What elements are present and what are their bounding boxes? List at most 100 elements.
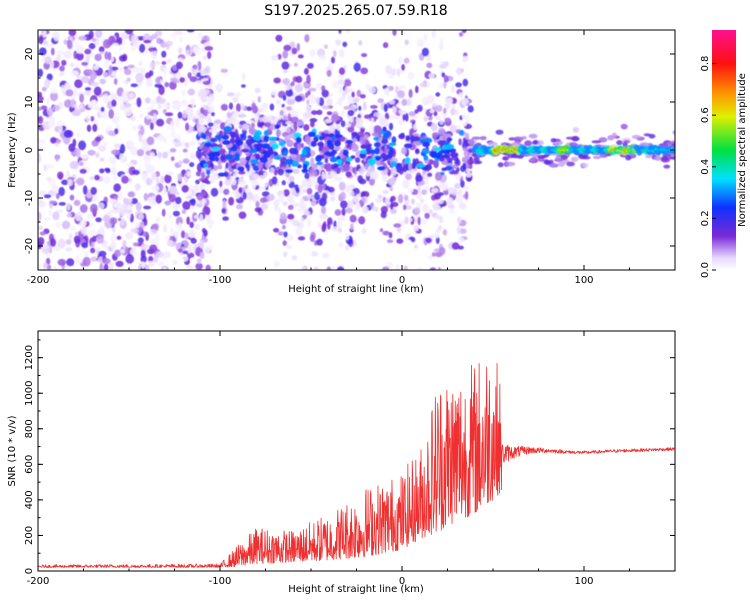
spectrogram-cell (321, 89, 329, 98)
spectrogram-cell (83, 251, 90, 257)
spectrogram-cell (435, 116, 441, 121)
spectrogram-cell (362, 101, 367, 111)
spectrogram-cell (421, 47, 429, 57)
spectrogram-cell (391, 136, 397, 144)
spectrogram-cell (386, 262, 394, 269)
spectrogram-cell (211, 112, 215, 117)
spectrogram-cell (68, 30, 77, 37)
spectrogram-cell (126, 77, 131, 82)
spectrogram-cell (189, 98, 195, 104)
spectrogram-cell (382, 266, 390, 270)
spectrogram-cell (154, 83, 163, 88)
spectrogram-cell (245, 188, 252, 197)
spectrogram-cell (130, 83, 139, 88)
spectrogram-cell (437, 266, 441, 270)
spectrogram-cell (390, 161, 397, 167)
spectrogram-cell (235, 103, 241, 113)
spectrogram-cell (166, 239, 174, 246)
x-tick-label: -200 (27, 576, 50, 587)
spectrogram-cell (241, 72, 246, 81)
spectrogram-cell (95, 136, 102, 142)
spectrogram-cell (291, 110, 299, 119)
spectrogram-cell (548, 163, 559, 168)
spectrogram-cell (120, 249, 125, 254)
spectrogram-cell (41, 139, 46, 144)
spectrogram-cell (439, 42, 444, 51)
spectrogram-cell (417, 191, 422, 200)
spectrogram-cell (275, 129, 282, 137)
spectrogram-cell (155, 234, 160, 243)
spectrogram-cell (135, 202, 142, 212)
spectrogram-marks (38, 30, 675, 270)
spectrogram-cell (409, 128, 413, 137)
spectrogram-cell (334, 209, 342, 216)
spectrogram-cell (458, 237, 465, 243)
spectrogram-cell (254, 130, 262, 137)
spectrogram-cell (180, 140, 187, 147)
spectrogram-cell (237, 166, 245, 172)
spectrogram-cell (440, 171, 445, 176)
spectrogram-cell (99, 168, 105, 174)
spectrogram-cell (39, 231, 46, 236)
spectrogram-cell (149, 244, 158, 253)
spectrogram-cell (94, 246, 102, 251)
spectrogram-cell (213, 165, 218, 172)
spectrogram-cell (149, 61, 156, 69)
spectrogram-cell (316, 161, 323, 166)
spectrogram-cell (177, 173, 183, 182)
snr-series-line (38, 362, 675, 568)
spectrogram-x-label: Height of straight line (km) (288, 284, 424, 295)
spectrogram-cell (372, 205, 376, 212)
spectrogram-cell (171, 100, 181, 105)
spectrogram-cell (459, 228, 467, 234)
spectrogram-cell (201, 198, 207, 204)
spectrogram-cell (165, 58, 172, 64)
spectrogram-cell (168, 213, 173, 219)
spectrogram-cell (269, 167, 275, 173)
spectrogram-cell (380, 211, 387, 219)
spectrogram-cell (58, 124, 63, 133)
spectrogram-cell (155, 216, 161, 224)
spectrogram-cell (251, 102, 256, 109)
snr-x-label: Height of straight line (km) (288, 584, 424, 595)
spectrogram-cell (340, 200, 348, 209)
spectrogram-cell (46, 264, 52, 270)
spectrogram-cell (344, 86, 349, 96)
spectrogram-cell (211, 146, 221, 151)
spectrogram-cell (408, 161, 412, 171)
spectrogram-cell (108, 261, 114, 270)
spectrogram-cell (185, 122, 190, 131)
spectrogram-cell (196, 72, 201, 78)
spectrogram-cell (192, 185, 199, 193)
spectrogram-cell (197, 126, 204, 133)
spectrogram-cell (313, 136, 319, 143)
spectrogram-cell (660, 156, 671, 163)
spectrogram-cell (52, 265, 58, 270)
spectrogram-cell (246, 106, 253, 111)
spectrogram-cell (277, 53, 282, 60)
spectrogram-cell (353, 197, 359, 203)
spectrogram-cell (462, 122, 467, 127)
spectrogram-cell (316, 238, 323, 246)
spectrogram-cell (395, 162, 402, 167)
spectrogram-cell (230, 178, 237, 186)
spectrogram-cell (273, 228, 280, 233)
spectrogram-cell (267, 146, 274, 152)
spectrogram-cell (671, 143, 675, 147)
spectrogram-cell (336, 155, 341, 160)
spectrogram-cell (271, 54, 279, 62)
spectrogram-cell (327, 133, 335, 138)
spectrogram-cell (297, 201, 304, 208)
spectrogram-cell (42, 30, 47, 38)
spectrogram-cell (157, 134, 165, 141)
spectrogram-cell (102, 114, 110, 120)
spectrogram-cell (65, 247, 73, 252)
spectrogram-cell (417, 184, 421, 193)
spectrogram-cell (137, 81, 143, 86)
spectrogram-cell (391, 68, 397, 76)
spectrogram-cell (435, 228, 442, 233)
spectrogram-cell (91, 37, 97, 42)
spectrogram-cell (408, 89, 413, 98)
spectrogram-cell (297, 54, 304, 59)
